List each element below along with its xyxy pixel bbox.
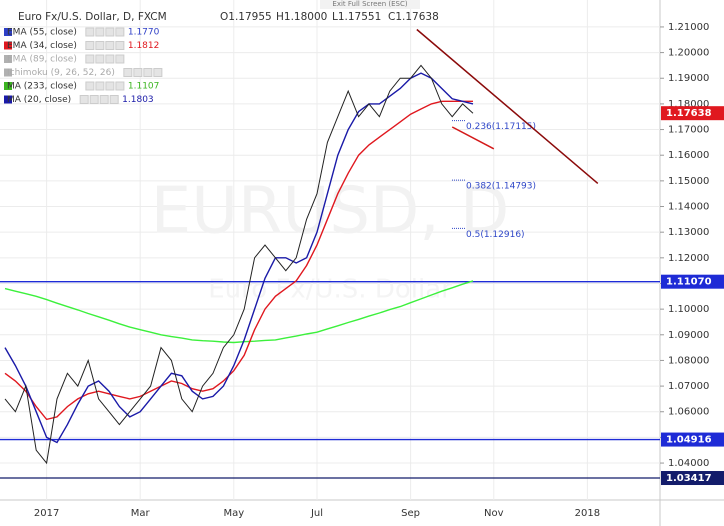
legend: Euro Fx/U.S. Dollar, D, FXCM O1.17955 H1.… xyxy=(4,11,439,105)
watermark-sub: Euro Fx/U.S. Dollar xyxy=(208,275,452,305)
series-line xyxy=(4,280,474,344)
legend-button[interactable] xyxy=(85,27,95,37)
x-tick-label: May xyxy=(223,508,244,519)
axis: 1.040001.050001.060001.070001.080001.090… xyxy=(34,22,724,519)
legend-button[interactable] xyxy=(105,81,115,91)
indicator-value: 1.1770 xyxy=(128,28,160,38)
y-tick-label: 1.12000 xyxy=(668,253,709,264)
legend-button[interactable] xyxy=(85,54,95,64)
legend-swatch xyxy=(4,68,12,77)
legend-button[interactable] xyxy=(95,41,105,50)
price-tag xyxy=(661,432,724,447)
fib-label: 0.5(1.12916) xyxy=(466,230,525,240)
ohlc-value: C1.17638 xyxy=(388,11,439,23)
series-line xyxy=(4,72,474,444)
price-tag xyxy=(661,274,724,289)
legend-swatch xyxy=(4,41,12,50)
indicator-value: 1.1107 xyxy=(128,82,160,92)
y-tick-label: 1.04000 xyxy=(668,458,709,469)
legend-button[interactable] xyxy=(153,68,163,77)
y-tick-label: 1.20000 xyxy=(668,48,709,59)
indicator-value: 1.1803 xyxy=(122,95,154,105)
trendline xyxy=(451,126,495,150)
chart-title: Euro Fx/U.S. Dollar, D, FXCM xyxy=(18,11,167,23)
y-tick-label: 1.09000 xyxy=(668,330,709,341)
legend-button[interactable] xyxy=(99,95,109,104)
x-tick-label: Jul xyxy=(310,508,323,519)
y-tick-label: 1.14000 xyxy=(668,202,709,213)
last-price-label: 1.17638 xyxy=(666,108,712,119)
indicator-value: 1.1812 xyxy=(128,41,160,51)
y-tick-label: 1.08000 xyxy=(668,355,709,366)
x-tick-label: Sep xyxy=(401,508,420,519)
indicator-name: Ichimoku (9, 26, 52, 26) xyxy=(7,68,115,78)
legend-button[interactable] xyxy=(95,54,105,64)
x-tick-label: 2018 xyxy=(575,508,600,519)
legend-button[interactable] xyxy=(79,95,89,104)
x-tick-label: Mar xyxy=(131,508,151,519)
fib-label: 0.382(1.14793) xyxy=(466,182,536,192)
y-tick-label: 1.21000 xyxy=(668,22,709,33)
y-tick-label: 1.13000 xyxy=(668,227,709,238)
grid xyxy=(0,0,660,500)
x-tick-label: 2017 xyxy=(34,508,59,519)
legend-button[interactable] xyxy=(89,95,99,104)
legend-button[interactable] xyxy=(115,54,125,64)
y-tick-label: 1.15000 xyxy=(668,176,709,187)
legend-button[interactable] xyxy=(143,68,153,77)
y-tick-label: 1.18000 xyxy=(668,99,709,110)
legend-button[interactable] xyxy=(123,68,133,77)
ohlc-value: H1.18000 xyxy=(276,11,327,23)
indicator-name: MA (20, close) xyxy=(7,95,71,105)
plot: 0.236(1.17115) 0.382(1.14793) 0.5(1.12916) xyxy=(0,28,660,479)
legend-button[interactable] xyxy=(115,81,125,91)
y-tick-label: 1.19000 xyxy=(668,73,709,84)
indicator-name: EMA (55, close) xyxy=(7,28,77,38)
y-tick-label: 1.06000 xyxy=(668,407,709,418)
ohlc-value: O1.17955 xyxy=(220,11,272,23)
legend-button[interactable] xyxy=(115,27,125,37)
price-tag-label: 1.03417 xyxy=(666,473,712,484)
y-tick-label: 1.16000 xyxy=(668,150,709,161)
y-tick-label: 1.07000 xyxy=(668,381,709,392)
legend-button[interactable] xyxy=(85,41,95,50)
y-tick-label: 1.17000 xyxy=(668,125,709,136)
legend-button[interactable] xyxy=(105,41,115,50)
indicator-name: EMA (89, close) xyxy=(7,55,77,65)
series-line xyxy=(4,64,474,465)
legend-button[interactable] xyxy=(95,27,105,37)
legend-swatch xyxy=(4,82,12,90)
x-tick-label: Nov xyxy=(484,508,504,519)
legend-button[interactable] xyxy=(105,27,115,37)
legend-swatch xyxy=(4,95,12,104)
fib-label: 0.236(1.17115) xyxy=(466,122,536,132)
price-tag-label: 1.11070 xyxy=(666,277,712,288)
exit-hint[interactable]: Exit Full Screen (ESC) xyxy=(332,0,407,8)
last-price-tag xyxy=(661,106,724,121)
legend-button[interactable] xyxy=(85,81,95,91)
indicator-name: EMA (34, close) xyxy=(7,41,77,51)
price-tag-label: 1.04916 xyxy=(666,435,712,446)
indicator-name: MA (233, close) xyxy=(7,82,77,92)
y-tick-label: 1.10000 xyxy=(668,304,709,315)
legend-button[interactable] xyxy=(95,81,105,91)
legend-button[interactable] xyxy=(133,68,143,77)
legend-button[interactable] xyxy=(105,54,115,64)
legend-swatch xyxy=(4,28,12,36)
trendline xyxy=(416,28,599,184)
legend-button[interactable] xyxy=(115,41,125,50)
ohlc-value: L1.17551 xyxy=(332,11,381,23)
legend-button[interactable] xyxy=(109,95,119,104)
legend-swatch xyxy=(4,55,12,63)
price-tag xyxy=(661,471,724,486)
exit-hint-box[interactable] xyxy=(320,0,420,9)
